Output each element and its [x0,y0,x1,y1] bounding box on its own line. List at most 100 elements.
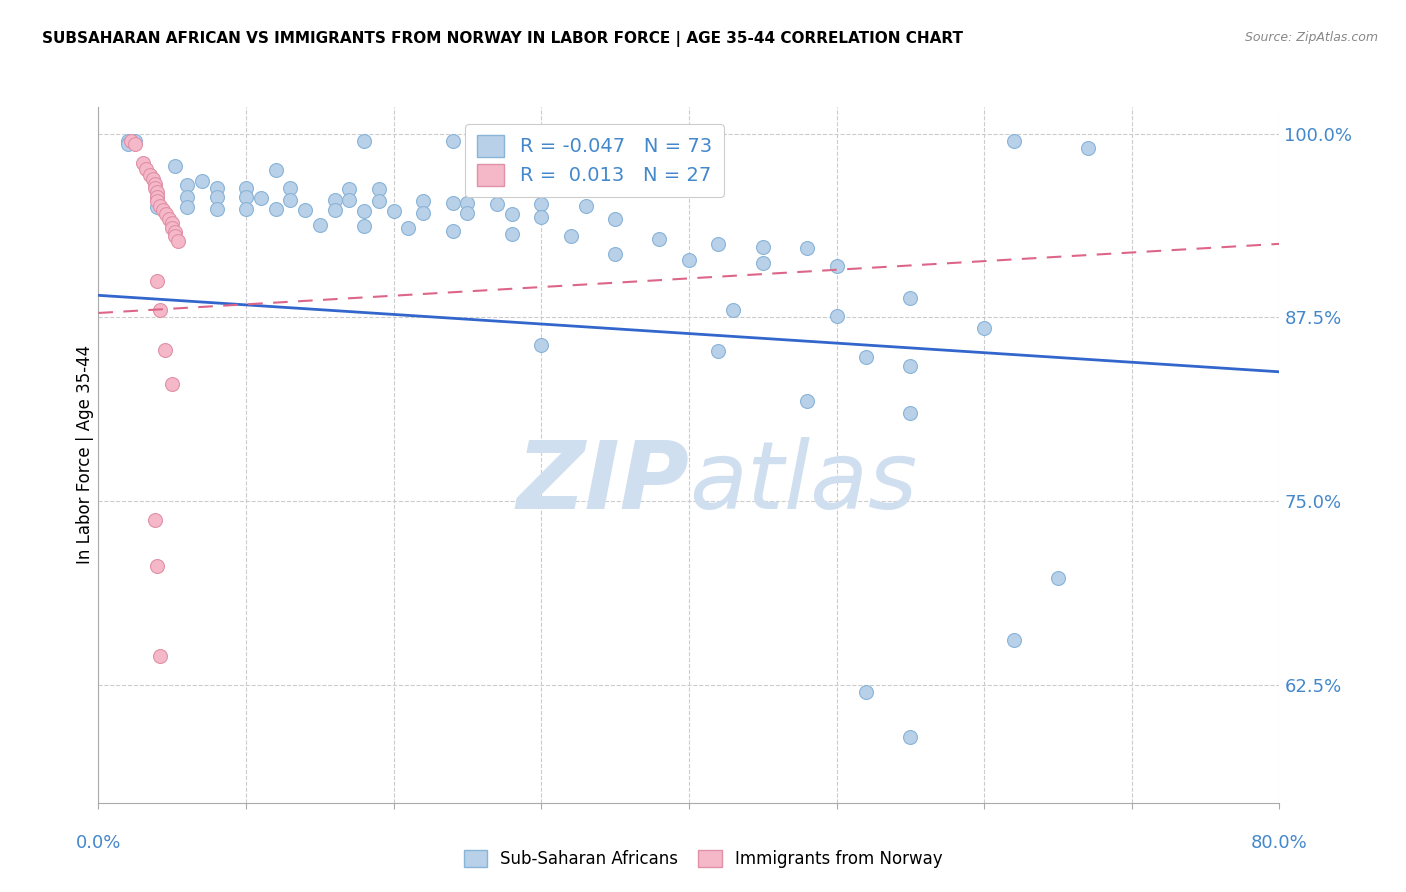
Point [648,232,671,246]
Text: atlas: atlas [689,437,917,528]
Point [149,303,172,318]
Point [235,181,257,195]
Point [152,202,174,217]
Point [368,182,391,196]
Point [143,177,166,191]
Point [900,359,922,373]
Point [855,685,877,699]
Point [1077,141,1099,155]
Point [486,197,509,211]
Point [678,253,700,268]
Point [235,202,257,216]
Point [176,178,198,192]
Point [825,309,848,323]
Point [855,350,877,364]
Point [117,134,139,148]
Point [309,218,332,232]
Point [900,730,922,744]
Point [146,190,169,204]
Point [124,136,146,151]
Point [530,197,553,211]
Point [162,216,183,230]
Legend: R = -0.047   N = 73, R =  0.013   N = 27: R = -0.047 N = 73, R = 0.013 N = 27 [465,124,724,197]
Point [441,195,464,210]
Point [412,206,434,220]
Point [146,194,169,209]
Point [353,134,375,148]
Point [153,343,176,357]
Point [235,190,257,204]
Legend: Sub-Saharan Africans, Immigrants from Norway: Sub-Saharan Africans, Immigrants from No… [456,842,950,877]
Point [353,219,375,234]
Point [143,513,166,527]
Point [167,234,190,248]
Point [143,181,166,195]
Point [205,202,228,216]
Point [149,648,172,663]
Point [146,190,169,204]
Point [707,344,730,359]
Text: 80.0%: 80.0% [1251,834,1308,852]
Point [751,240,773,254]
Point [165,229,187,244]
Point [1046,571,1069,585]
Point [135,161,157,176]
Point [323,193,346,207]
Point [751,256,773,270]
Point [605,247,627,261]
Point [574,198,596,212]
Point [973,320,995,334]
Point [530,211,553,225]
Point [132,156,155,170]
Point [162,220,183,235]
Point [278,181,302,195]
Point [323,202,346,217]
Point [1002,134,1025,148]
Point [796,394,818,409]
Point [146,559,169,574]
Point [278,193,302,207]
Point [139,168,162,182]
Point [396,220,419,235]
Text: ZIP: ZIP [516,437,689,529]
Point [146,186,169,200]
Point [205,181,228,195]
Point [707,236,730,251]
Point [501,227,523,241]
Point [337,182,360,196]
Point [250,191,273,205]
Point [412,194,434,209]
Point [117,136,139,151]
Point [120,134,142,148]
Point [368,194,391,209]
Point [294,202,316,217]
Point [796,241,818,255]
Point [1002,632,1025,647]
Point [155,207,177,221]
Point [264,163,287,178]
Point [165,225,187,239]
Point [900,291,922,305]
Point [825,259,848,273]
Point [382,204,405,219]
Point [441,134,464,148]
Point [441,224,464,238]
Point [456,206,478,220]
Point [900,406,922,420]
Point [530,338,553,352]
Point [501,207,523,221]
Point [605,211,627,226]
Point [560,229,582,244]
Point [165,159,187,173]
Point [157,211,180,226]
Point [337,193,360,207]
Point [162,376,183,391]
Point [124,134,146,148]
Point [146,274,169,288]
Text: SUBSAHARAN AFRICAN VS IMMIGRANTS FROM NORWAY IN LABOR FORCE | AGE 35-44 CORRELAT: SUBSAHARAN AFRICAN VS IMMIGRANTS FROM NO… [42,31,963,47]
Point [176,200,198,214]
Point [176,190,198,204]
Point [146,200,169,214]
Point [149,198,172,212]
Point [721,303,744,318]
